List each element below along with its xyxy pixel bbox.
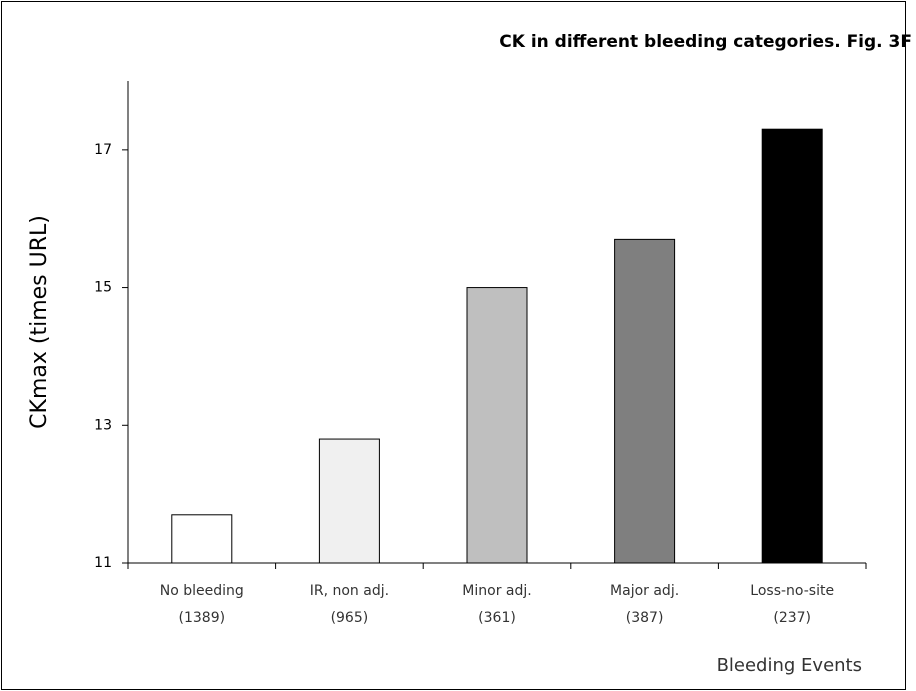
x-tick-label: IR, non adj.: [310, 583, 389, 599]
x-tick-label: Major adj.: [610, 583, 679, 599]
bar: [318, 438, 380, 564]
x-tick-label: Minor adj.: [462, 583, 531, 599]
bar: [614, 238, 676, 564]
x-tick-label: (237): [773, 610, 811, 626]
y-tick-label: 15: [94, 280, 112, 296]
bar: [171, 514, 233, 564]
y-tick-label: 17: [94, 142, 112, 158]
x-axis-label: Bleeding Events: [717, 655, 862, 676]
x-tick-label: (387): [626, 610, 664, 626]
x-tick-label: (361): [478, 610, 516, 626]
chart-title: CK in different bleeding categories. Fig…: [499, 32, 912, 52]
x-tick-label: (1389): [179, 610, 226, 626]
y-tick-label: 13: [94, 417, 112, 433]
y-axis-label: CKmax (times URL): [27, 215, 52, 429]
x-tick-label: Loss-no-site: [750, 583, 834, 599]
bar: [761, 128, 823, 564]
y-tick-label: 11: [94, 555, 112, 571]
x-tick-label: No bleeding: [160, 583, 244, 599]
bar: [466, 287, 528, 564]
x-tick-label: (965): [331, 610, 369, 626]
